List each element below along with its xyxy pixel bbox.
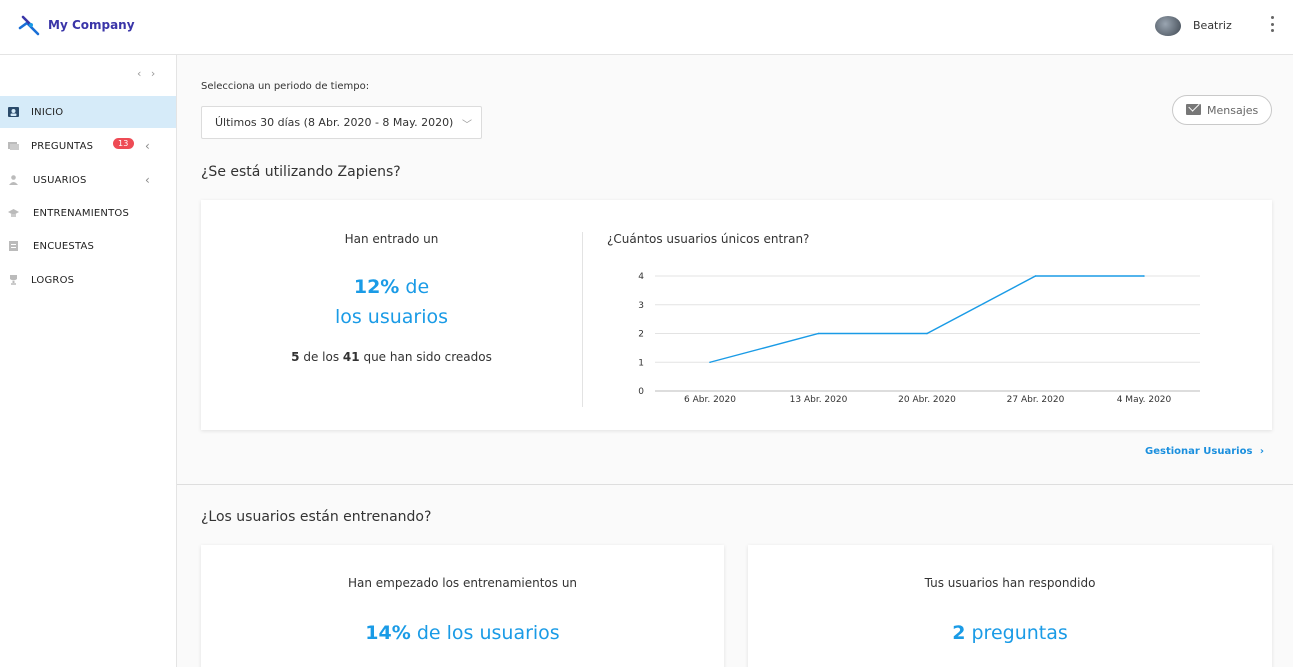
trophy-icon <box>10 275 17 285</box>
users-count-suffix: que han sido creados <box>363 350 492 364</box>
top-bar: My Company Beatriz <box>0 0 1293 55</box>
collapse-sidebar-icon[interactable]: ‹ › <box>137 67 159 80</box>
answered-label: Tus usuarios han respondido <box>924 576 1096 590</box>
sidebar-item-preguntas[interactable]: PREGUNTAS 13 ‹ <box>0 130 176 162</box>
home-user-icon <box>8 107 19 117</box>
period-select[interactable]: Últimos 30 días (8 Abr. 2020 - 8 May. 20… <box>201 106 482 139</box>
messages-button-label: Mensajes <box>1207 104 1259 117</box>
messages-button[interactable]: Mensajes <box>1172 95 1272 125</box>
section-title-training: ¿Los usuarios están entrenando? <box>201 509 432 525</box>
data-point <box>817 332 820 335</box>
manage-users-link-label: Gestionar Usuarios <box>1145 446 1253 457</box>
data-point <box>1143 275 1145 277</box>
chart-title: ¿Cuántos usuarios únicos entran? <box>607 232 810 246</box>
training-started-label: Han empezado los entrenamientos un <box>347 576 578 590</box>
chat-icon <box>8 142 19 150</box>
answered-count-value: 2 <box>952 622 966 644</box>
entered-percent-suffix: de <box>405 276 430 298</box>
training-percent-suffix: de los usuarios <box>416 622 560 644</box>
sidebar-item-label: INICIO <box>31 106 64 118</box>
section-divider <box>177 484 1293 485</box>
questions-count-badge: 13 <box>113 138 134 149</box>
users-total-value: 41 <box>342 350 360 364</box>
sidebar-item-logros[interactable]: LOGROS <box>0 264 176 296</box>
graduation-cap-icon <box>8 209 19 217</box>
answered-count-suffix: preguntas <box>971 622 1068 644</box>
y-tick-label: 4 <box>638 272 644 282</box>
chevron-down-icon: ﹀ <box>462 120 472 131</box>
data-point <box>1034 275 1037 277</box>
x-tick-label: 4 May. 2020 <box>1117 395 1172 405</box>
period-label: Selecciona un periodo de tiempo: <box>201 81 370 92</box>
section-title-usage: ¿Se está utilizando Zapiens? <box>201 164 401 180</box>
training-percent: 14% de los usuarios <box>201 619 724 648</box>
avatar[interactable] <box>1155 16 1181 36</box>
sidebar-item-usuarios[interactable]: USUARIOS ‹ <box>0 164 176 196</box>
chevron-left-icon[interactable]: ‹ <box>145 139 150 153</box>
entered-percent-line2: los usuarios <box>334 306 449 328</box>
training-percent-value: 14% <box>365 622 411 644</box>
period-select-value: Últimos 30 días (8 Abr. 2020 - 8 May. 20… <box>215 116 454 129</box>
unique-users-line-chart: 0 1 2 3 4 6 Abr. 2020 13 Abr. 2020 20 Abr. 2020… <box>638 272 1200 405</box>
x-tick-label: 6 Abr. 2020 <box>684 395 736 405</box>
user-icon <box>9 175 18 185</box>
card-divider <box>582 232 583 407</box>
sidebar-item-entrenamientos[interactable]: ENTRENAMIENTOS <box>0 197 176 229</box>
answers-card <box>748 545 1272 667</box>
sidebar-item-encuestas[interactable]: ENCUESTAS <box>0 230 176 262</box>
user-name[interactable]: Beatriz <box>1193 19 1232 32</box>
usage-card <box>201 200 1272 430</box>
users-created-count: 5 de los 41 que han sido creados <box>201 350 582 364</box>
clipboard-icon <box>9 241 18 251</box>
data-point <box>926 332 928 335</box>
entered-percent-value: 12% <box>353 276 400 298</box>
more-options-icon[interactable] <box>1265 14 1279 34</box>
users-entered-value: 5 <box>291 350 300 364</box>
company-logo-icon[interactable] <box>17 14 41 38</box>
answered-count: 2 preguntas <box>748 619 1272 648</box>
x-tick-label: 13 Abr. 2020 <box>790 395 848 405</box>
y-tick-label: 2 <box>638 330 644 340</box>
sidebar-item-label: ENTRENAMIENTOS <box>33 207 129 219</box>
training-card <box>201 545 724 667</box>
sidebar-item-label: USUARIOS <box>33 174 87 186</box>
sidebar-item-label: ENCUESTAS <box>33 240 95 252</box>
manage-users-link[interactable]: Gestionar Usuarios › <box>1145 446 1264 457</box>
envelope-icon <box>1186 104 1201 115</box>
chevron-left-icon[interactable]: ‹ <box>145 173 150 187</box>
chevron-right-icon: › <box>1259 446 1265 457</box>
series-line <box>709 275 1144 363</box>
entered-label: Han entrado un <box>344 232 439 246</box>
data-point <box>709 361 711 364</box>
sidebar-item-label: PREGUNTAS <box>31 140 94 152</box>
company-name[interactable]: My Company <box>48 18 135 32</box>
y-tick-label: 3 <box>638 301 644 311</box>
entered-percent: 12% de <box>201 273 582 302</box>
x-tick-label: 27 Abr. 2020 <box>1007 395 1065 405</box>
sidebar-item-inicio[interactable]: INICIO <box>0 96 176 128</box>
sidebar: ‹ › INICIO PREGUNTAS 13 ‹ USUARIOS ‹ ENT… <box>0 55 177 667</box>
users-count-mid: de los <box>303 350 340 364</box>
x-tick-label: 20 Abr. 2020 <box>898 395 956 405</box>
y-tick-label: 1 <box>638 358 644 368</box>
sidebar-item-label: LOGROS <box>31 274 75 286</box>
y-tick-label: 0 <box>638 387 644 397</box>
